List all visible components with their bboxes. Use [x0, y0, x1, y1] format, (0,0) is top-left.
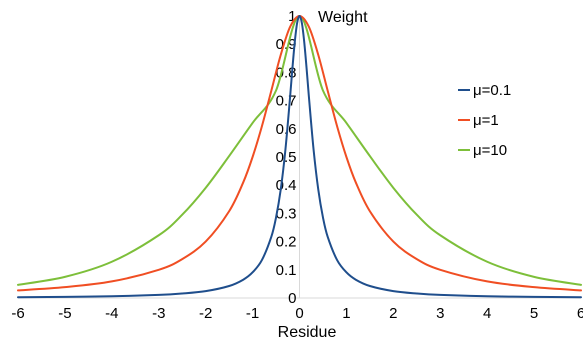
y-tick-label: 0.9 — [276, 36, 297, 53]
x-tick-label: 4 — [483, 305, 491, 322]
x-tick-label: -6 — [11, 305, 24, 322]
axes — [18, 16, 581, 299]
y-tick-label: 0 — [288, 290, 296, 307]
y-tick-label: 0.7 — [276, 93, 297, 110]
series-line — [17, 15, 582, 299]
y-tick-labels: 00.10.20.30.40.50.60.70.80.91 — [276, 8, 297, 307]
legend: μ=0.1 μ=1 μ=10 — [458, 82, 511, 159]
x-tick-labels: -6 -5 -4 -3 -2 -1 0 1 2 3 4 5 6 — [11, 305, 583, 322]
legend-label: μ=0.1 — [473, 82, 511, 99]
y-tick-label: 0.4 — [276, 177, 297, 194]
series-lines — [17, 15, 582, 299]
x-tick-label: -1 — [246, 305, 259, 322]
x-tick-label: 1 — [342, 305, 350, 322]
x-tick-label: -3 — [152, 305, 165, 322]
x-tick-label: -5 — [58, 305, 71, 322]
x-tick-label: -2 — [199, 305, 212, 322]
x-tick-label: 3 — [436, 305, 444, 322]
legend-label: μ=1 — [473, 112, 499, 129]
y-tick-label: 0.5 — [276, 149, 297, 166]
x-tick-label: 0 — [295, 305, 303, 322]
y-tick-label: 0.1 — [276, 262, 297, 279]
y-tick-label: 0.2 — [276, 234, 297, 251]
x-tick-label: 5 — [530, 305, 538, 322]
y-tick-label: 0.3 — [276, 205, 297, 222]
y-tick-label: 0.6 — [276, 121, 297, 138]
legend-label: μ=10 — [473, 142, 507, 159]
y-axis-title: Weight — [318, 9, 368, 26]
x-tick-label: 6 — [577, 305, 583, 322]
x-tick-label: 2 — [389, 305, 397, 322]
y-tick-label: 1 — [288, 8, 296, 25]
x-axis-title: Residue — [278, 324, 337, 341]
x-tick-label: -4 — [105, 305, 118, 322]
